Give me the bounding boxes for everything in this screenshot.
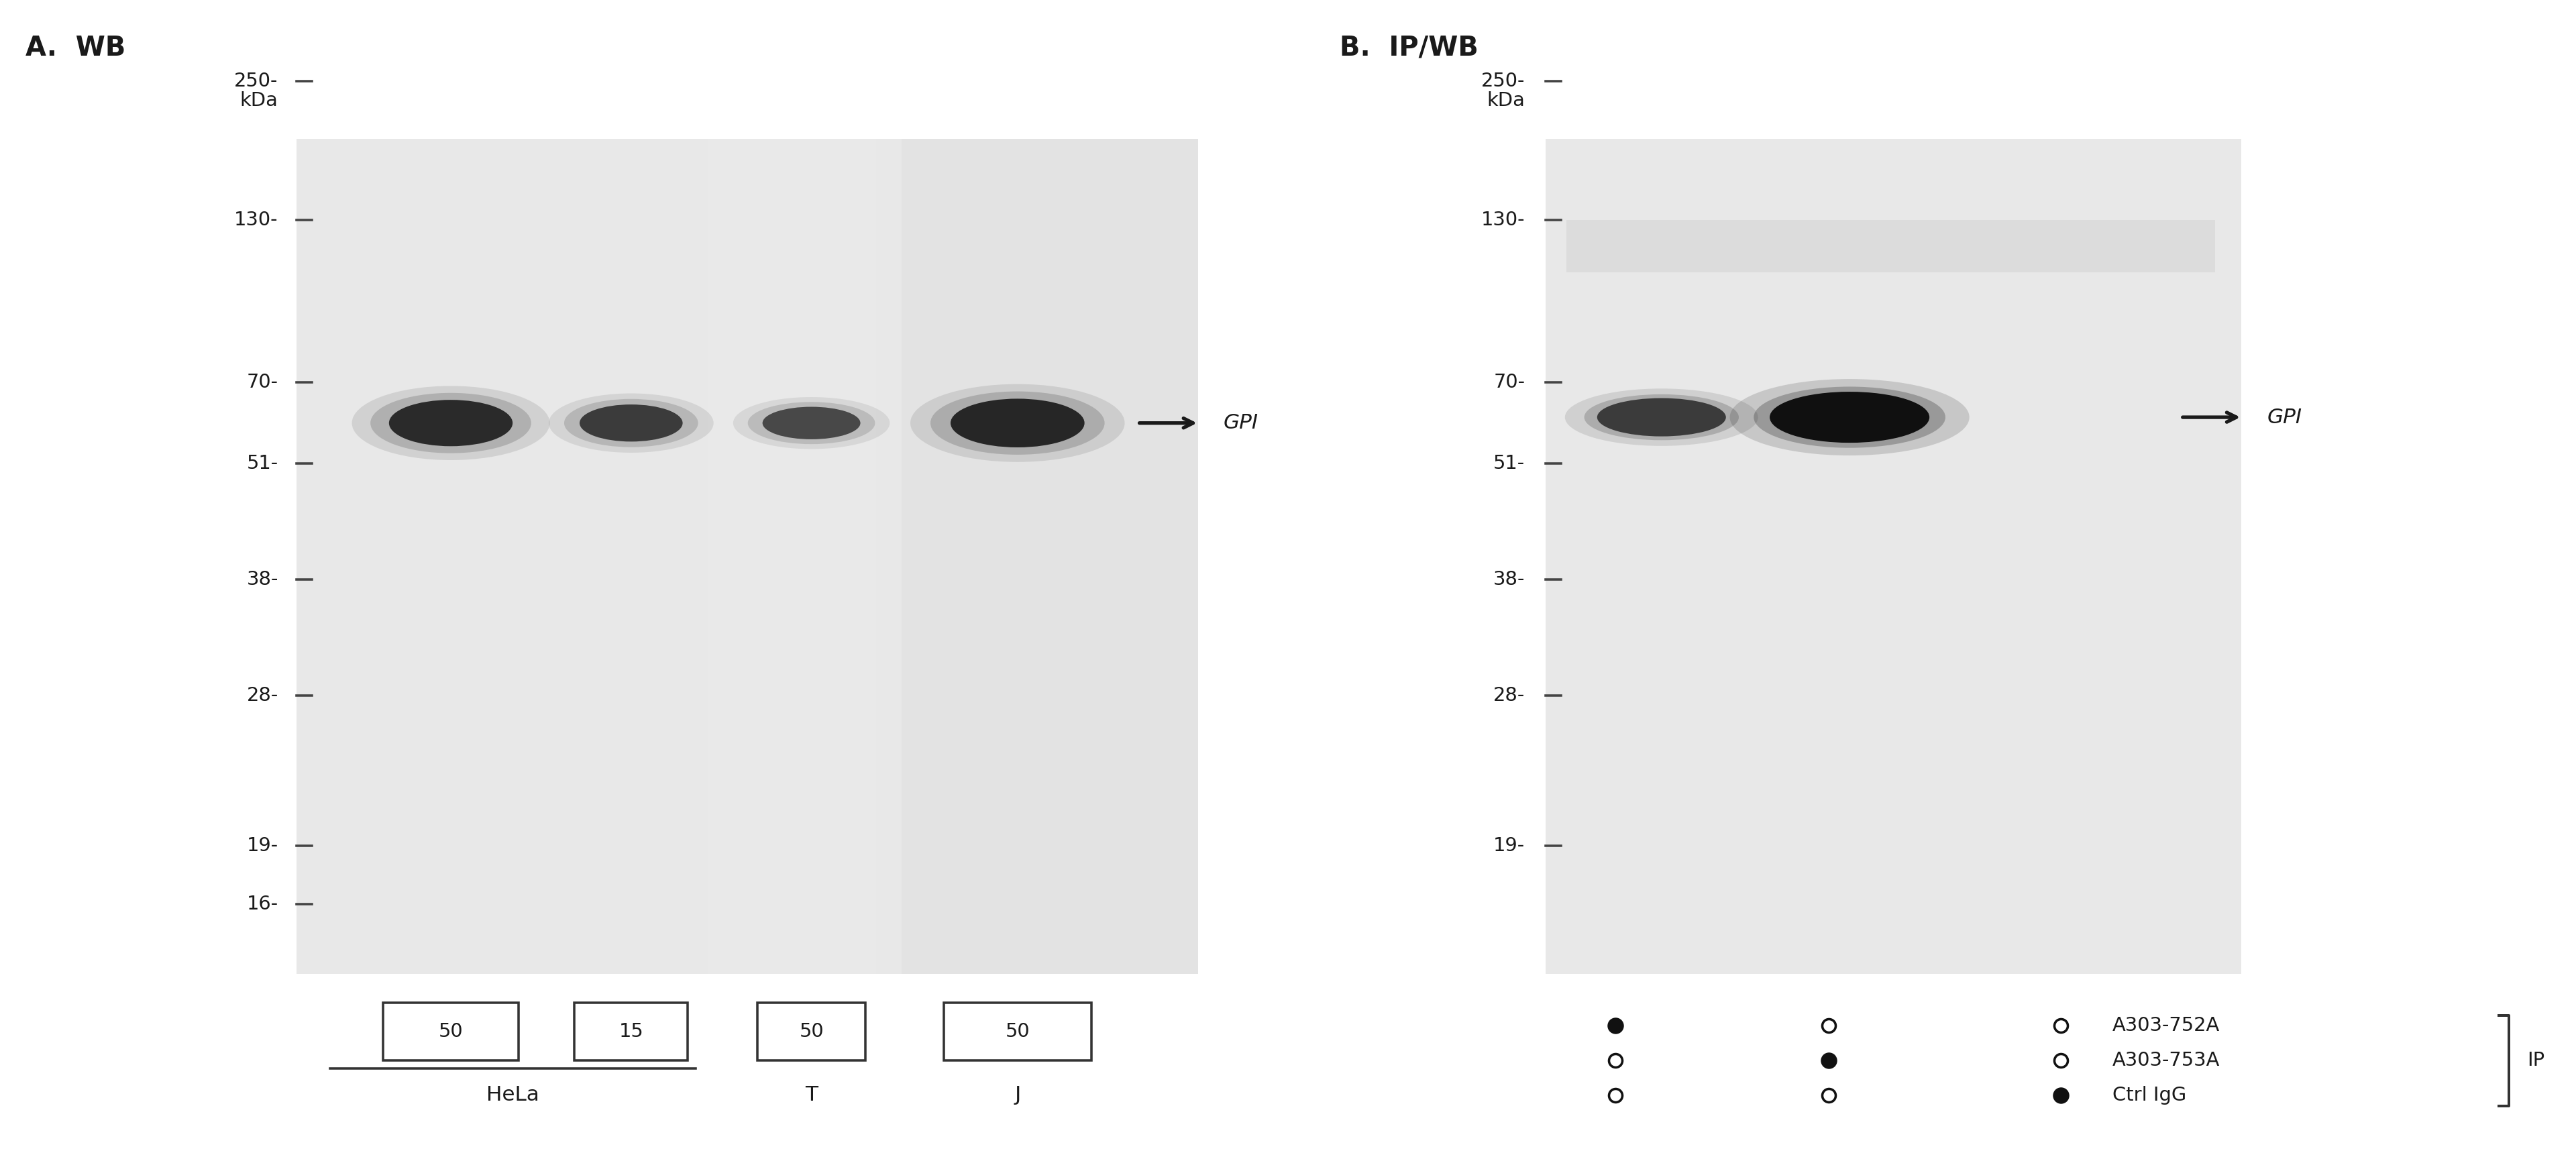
Text: A.  WB: A. WB	[26, 35, 126, 61]
Text: GPI: GPI	[1224, 414, 1260, 432]
Text: 38-: 38-	[1494, 570, 1525, 589]
Text: 19-: 19-	[247, 837, 278, 855]
Text: HeLa: HeLa	[487, 1086, 538, 1105]
Ellipse shape	[371, 393, 531, 453]
Ellipse shape	[1597, 399, 1726, 436]
Ellipse shape	[1584, 394, 1739, 440]
Ellipse shape	[909, 384, 1126, 462]
Bar	[384, 1003, 518, 1060]
Text: 70-: 70-	[247, 373, 278, 392]
Text: GPI: GPI	[2267, 408, 2303, 427]
Ellipse shape	[1770, 392, 1929, 443]
Ellipse shape	[762, 407, 860, 439]
Text: 50: 50	[799, 1022, 824, 1041]
Text: 70-: 70-	[1494, 373, 1525, 392]
Text: 50: 50	[438, 1022, 464, 1041]
Text: 250-: 250-	[1481, 72, 1525, 90]
Bar	[902, 139, 1198, 974]
Bar	[1546, 139, 2241, 974]
Ellipse shape	[580, 404, 683, 442]
Text: kDa: kDa	[1486, 92, 1525, 110]
Ellipse shape	[389, 400, 513, 446]
Text: 130-: 130-	[234, 211, 278, 229]
Ellipse shape	[951, 399, 1084, 447]
Text: IP: IP	[2527, 1051, 2545, 1070]
Ellipse shape	[1731, 379, 1971, 455]
Bar	[574, 1003, 688, 1060]
Text: 250-: 250-	[234, 72, 278, 90]
Text: A303-752A: A303-752A	[2112, 1016, 2221, 1035]
Ellipse shape	[747, 402, 876, 444]
Text: 28-: 28-	[1494, 686, 1525, 705]
Text: 51-: 51-	[1494, 454, 1525, 473]
Text: 19-: 19-	[1494, 837, 1525, 855]
Ellipse shape	[930, 392, 1105, 454]
Bar	[708, 139, 876, 974]
Bar	[757, 1003, 866, 1060]
Bar	[943, 1003, 1092, 1060]
Bar	[296, 139, 1198, 974]
Text: T: T	[806, 1086, 817, 1105]
Ellipse shape	[564, 399, 698, 447]
Ellipse shape	[353, 386, 549, 460]
Text: 130-: 130-	[1481, 211, 1525, 229]
Text: Ctrl IgG: Ctrl IgG	[2112, 1086, 2187, 1105]
Ellipse shape	[1566, 388, 1757, 446]
Text: B.  IP/WB: B. IP/WB	[1340, 35, 1479, 61]
Text: J: J	[1015, 1086, 1020, 1105]
Text: 50: 50	[1005, 1022, 1030, 1041]
Ellipse shape	[734, 398, 889, 449]
Ellipse shape	[1754, 387, 1945, 447]
Ellipse shape	[549, 393, 714, 453]
Text: 28-: 28-	[247, 686, 278, 705]
Bar	[1566, 220, 2215, 272]
Text: 38-: 38-	[247, 570, 278, 589]
Text: 51-: 51-	[247, 454, 278, 473]
Text: kDa: kDa	[240, 92, 278, 110]
Text: A303-753A: A303-753A	[2112, 1051, 2221, 1070]
Text: 15: 15	[618, 1022, 644, 1041]
Text: 16-: 16-	[247, 895, 278, 913]
